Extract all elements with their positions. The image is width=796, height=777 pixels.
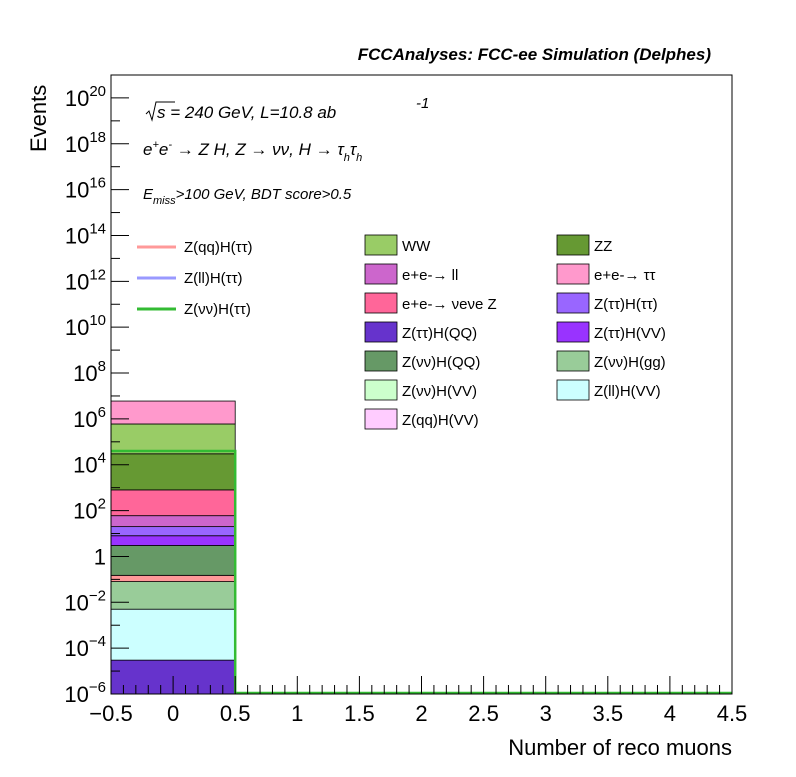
process-h2: h: [356, 152, 362, 164]
stack-band-1: [110, 608, 236, 661]
selection-text: >100 GeV, BDT score>0.5: [176, 186, 352, 203]
x-tick-label-10: 4.5: [717, 701, 748, 726]
legend-box-swatch-11: [556, 379, 590, 401]
process-e1: e: [143, 140, 152, 159]
x-tick-label-3: 1: [291, 701, 303, 726]
stack-band-5: [110, 535, 236, 546]
x-axis-label: Number of reco muons: [508, 735, 732, 760]
stack-band-3: [110, 574, 236, 582]
legend-box-swatch-10: [364, 379, 398, 401]
legend-box-label-11: Z(ll)H(VV): [594, 383, 661, 400]
y-tick-label-2: 10−2: [64, 587, 106, 615]
legend-line-label-0: Z(qq)H(ττ): [184, 239, 253, 256]
legend-box-label-3: e+e-→ ττ: [594, 267, 656, 284]
stack-band-11: [110, 400, 236, 425]
stack-band-9: [110, 453, 236, 491]
legend-box-swatch-0: [364, 234, 398, 256]
process-minus: -: [168, 139, 172, 151]
x-tick-label-9: 4: [664, 701, 676, 726]
y-ticks: 10−6 10−4 10−2 1 102 104 106 108 1010 1012 1014 101…: [64, 74, 129, 707]
stack-band-7: [110, 515, 236, 528]
process-e2: e: [159, 140, 168, 159]
process-h1: h: [344, 152, 350, 164]
legend-box-swatch-4: [364, 292, 398, 314]
annotation-selection: Emiss>100 GeV, BDT score>0.5: [143, 186, 352, 207]
stack-band-8: [110, 489, 236, 517]
x-tick-label-8: 3.5: [593, 701, 624, 726]
legend-box-swatch-12: [364, 408, 398, 430]
x-tick-label-0: −0.5: [89, 701, 132, 726]
x-ticks: −0.5 0 0.5 1 1.5 2 2.5 3 3.5 4 4.5: [89, 676, 747, 726]
legend-box-swatch-6: [364, 321, 398, 343]
legend: Z(qq)H(ττ) Z(ll)H(ττ) Z(νν)H(ττ) WW ZZ e+e-→ …: [137, 234, 666, 430]
legend-box-swatch-8: [364, 350, 398, 372]
legend-box-label-9: Z(νν)H(gg): [594, 354, 666, 371]
y-tick-label-0: 10−6: [64, 679, 106, 707]
sqrt-s-text: s = 240 GeV, L=10.8 ab: [157, 103, 336, 122]
legend-box-label-10: Z(νν)H(VV): [402, 383, 477, 400]
stack-bands: [110, 400, 236, 695]
legend-box-swatch-3: [556, 263, 590, 285]
process-plus: +: [152, 139, 159, 151]
legend-box-label-5: Z(ττ)H(ττ): [594, 296, 658, 313]
lumi-exponent: -1: [416, 95, 429, 112]
legend-box-label-4: e+e-→ νeνe Z: [402, 296, 497, 313]
svg-text:e+e- → Z H, Z → νν, H → τhτh: e+e- → Z H, Z → νν, H → τhτh: [143, 139, 362, 164]
legend-box-swatch-2: [364, 263, 398, 285]
selection-e: E: [143, 186, 154, 203]
svg-text:Emiss>100 GeV, BDT score>0.5: Emiss>100 GeV, BDT score>0.5: [143, 186, 352, 207]
y-axis-label: Events: [26, 85, 51, 152]
y-tick-label-5: 104: [73, 450, 106, 478]
legend-box-label-6: Z(ττ)H(QQ): [402, 325, 477, 342]
stack-band-2: [110, 581, 236, 610]
y-tick-label-7: 108: [73, 358, 106, 386]
y-tick-label-12: 1018: [65, 129, 106, 157]
selection-miss: miss: [153, 195, 176, 207]
x-tick-label-1: 0: [167, 701, 179, 726]
legend-line-label-1: Z(ll)H(ττ): [184, 270, 243, 287]
chart-title: FCCAnalyses: FCC-ee Simulation (Delphes): [358, 45, 712, 64]
legend-line-label-2: Z(νν)H(ττ): [184, 301, 251, 318]
y-tick-label-9: 1012: [65, 266, 106, 294]
stack-band-6: [110, 526, 236, 537]
legend-box-label-0: WW: [402, 238, 431, 255]
legend-box-label-1: ZZ: [594, 238, 612, 255]
legend-box-label-12: Z(qq)H(VV): [402, 412, 479, 429]
legend-box-label-8: Z(νν)H(QQ): [402, 354, 480, 371]
stack-band-10: [110, 423, 236, 455]
x-tick-label-7: 3: [540, 701, 552, 726]
x-tick-label-4: 1.5: [344, 701, 375, 726]
stack-band-4: [110, 545, 236, 576]
x-tick-label-5: 2: [415, 701, 427, 726]
process-tau2: τ: [350, 140, 358, 159]
legend-box-swatch-7: [556, 321, 590, 343]
y-tick-label-10: 1014: [65, 220, 106, 248]
legend-box-swatch-9: [556, 350, 590, 372]
legend-box-swatch-1: [556, 234, 590, 256]
x-tick-label-2: 0.5: [220, 701, 251, 726]
annotation-sqrt-s: s = 240 GeV, L=10.8 ab -1: [145, 95, 429, 122]
y-tick-label-6: 106: [73, 404, 106, 432]
y-tick-label-1: 10−4: [64, 633, 106, 661]
y-tick-label-8: 1010: [65, 312, 106, 340]
y-tick-label-4: 102: [73, 496, 106, 524]
y-tick-label-13: 1020: [65, 83, 106, 111]
legend-box-swatch-5: [556, 292, 590, 314]
process-mid: → Z H, Z → νν, H → τ: [172, 140, 345, 159]
legend-box-label-2: e+e-→ ll: [402, 267, 458, 284]
x-tick-label-6: 2.5: [468, 701, 499, 726]
y-tick-label-3: 1: [94, 544, 106, 569]
annotation-process: e+e- → Z H, Z → νν, H → τhτh: [143, 139, 362, 164]
y-tick-label-11: 1016: [65, 175, 106, 203]
legend-box-label-7: Z(ττ)H(VV): [594, 325, 666, 342]
